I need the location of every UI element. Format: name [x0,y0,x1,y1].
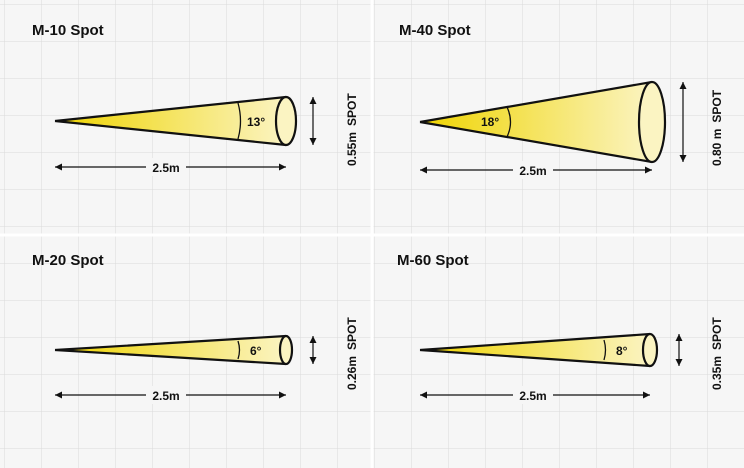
diameter-label: 0.35m SPOT [710,317,724,390]
panel-m60-spot: M-60 Spot 8° 2.5m 0.35m SPOT [397,252,724,404]
beam-end-ellipse [274,95,298,147]
panel-title: M-10 Spot [32,22,104,39]
distance-label-bg [513,161,553,179]
mode-label: SPOT [710,89,724,122]
distance-label-bg [146,158,186,176]
beam-cone [55,97,286,145]
beam-outline [54,334,287,366]
angle-arc [603,339,607,361]
panel-m40-spot: M-40 Spot 18° 2.5m 0.80 m SPOT [399,22,724,179]
panel-m20-spot: M-20 Spot 6° 2.5m 0.26m SPOT [32,252,359,404]
distance-label: 2.5m [519,164,546,178]
distance-label-bg [146,386,186,404]
angle-label: 18° [481,115,499,129]
beam-cone [420,82,652,162]
diameter-label: 0.80 m SPOT [710,89,724,166]
distance-label: 2.5m [152,389,179,403]
mode-label: SPOT [710,317,724,350]
angle-arc [237,340,241,360]
diameter-value: 0.80 m [710,129,724,166]
beam-cone [55,336,286,364]
diameter-label: 0.26m SPOT [345,317,359,390]
beam-end-ellipse [641,332,659,368]
beam-end-ellipse [637,80,667,164]
diameter-value: 0.26m [345,356,359,390]
angle-label: 8° [616,344,628,358]
beam-outline [54,95,287,147]
distance-label-bg [513,386,553,404]
beam-end-ellipse [278,334,294,366]
distance-label: 2.5m [152,161,179,175]
diameter-value: 0.55m [345,132,359,166]
panel-m10-spot: M-10 Spot 13° 2.5m 0.55m SPOT [32,22,359,176]
angle-label: 6° [250,344,262,358]
mode-label: SPOT [345,317,359,350]
diameter-value: 0.35m [710,356,724,390]
panel-title: M-40 Spot [399,22,471,39]
mode-label: SPOT [345,93,359,126]
panel-title: M-20 Spot [32,252,104,269]
distance-label: 2.5m [519,389,546,403]
angle-arc [237,102,242,140]
beam-outline [419,332,651,368]
angle-label: 13° [247,115,265,129]
angle-arc [506,106,512,138]
beam-outline [419,80,653,164]
panel-title: M-60 Spot [397,252,469,269]
diameter-label: 0.55m SPOT [345,93,359,166]
beam-cone [420,334,650,366]
